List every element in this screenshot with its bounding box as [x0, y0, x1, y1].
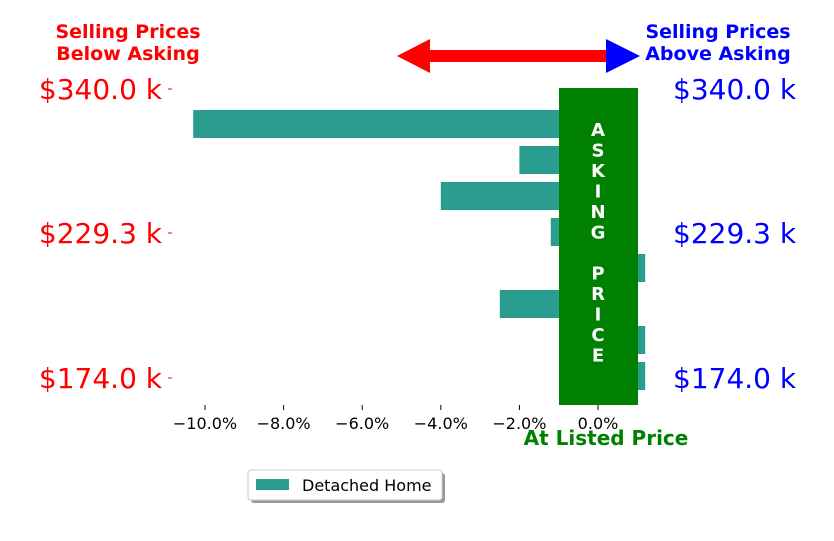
- band-letter: E: [592, 346, 604, 367]
- below-asking-label-line2: Below Asking: [56, 43, 199, 65]
- asking-price-band: [559, 88, 638, 405]
- x-tick-label: 0.0%: [578, 414, 619, 433]
- x-tick-label: −4.0%: [414, 414, 468, 433]
- bar: [193, 110, 598, 138]
- band-letter: G: [591, 223, 606, 244]
- band-letter: R: [591, 284, 605, 305]
- legend-box: [247, 469, 443, 501]
- x-axis-ticks: −10.0% −8.0% −6.0% −4.0% −2.0% 0.0%: [173, 405, 618, 433]
- legend-swatch: [256, 479, 289, 490]
- band-letter: I: [595, 305, 602, 326]
- legend: Detached Home: [247, 469, 445, 503]
- band-letter: N: [590, 202, 605, 223]
- x-tick-label: −2.0%: [492, 414, 546, 433]
- band-letter: A: [591, 120, 605, 141]
- left-price-label-bottom: $174.0 k: [39, 362, 163, 395]
- band-letter: P: [591, 264, 604, 285]
- arrow-left-head: [397, 39, 430, 73]
- arrow-right-head: [606, 39, 640, 73]
- band-letter: S: [592, 141, 605, 162]
- x-tick-label: −6.0%: [335, 414, 389, 433]
- x-tick-label: −8.0%: [257, 414, 311, 433]
- right-price-label-mid: $229.3 k: [673, 217, 797, 250]
- left-price-label-top: $340.0 k: [39, 73, 163, 106]
- above-asking-label-line1: Selling Prices: [645, 21, 790, 43]
- below-asking-label-line1: Selling Prices: [55, 21, 200, 43]
- band-letter: K: [591, 161, 606, 182]
- arrow-shaft: [430, 50, 608, 62]
- right-price-label-top: $340.0 k: [673, 73, 797, 106]
- band-letter: C: [591, 325, 604, 346]
- at-listed-price-label: At Listed Price: [524, 426, 689, 450]
- legend-label: Detached Home: [302, 476, 432, 495]
- x-tick-label: −10.0%: [173, 414, 237, 433]
- right-price-label-bottom: $174.0 k: [673, 362, 797, 395]
- left-price-label-mid: $229.3 k: [39, 217, 163, 250]
- band-letter: I: [595, 182, 602, 203]
- above-asking-label-line2: Above Asking: [645, 43, 791, 65]
